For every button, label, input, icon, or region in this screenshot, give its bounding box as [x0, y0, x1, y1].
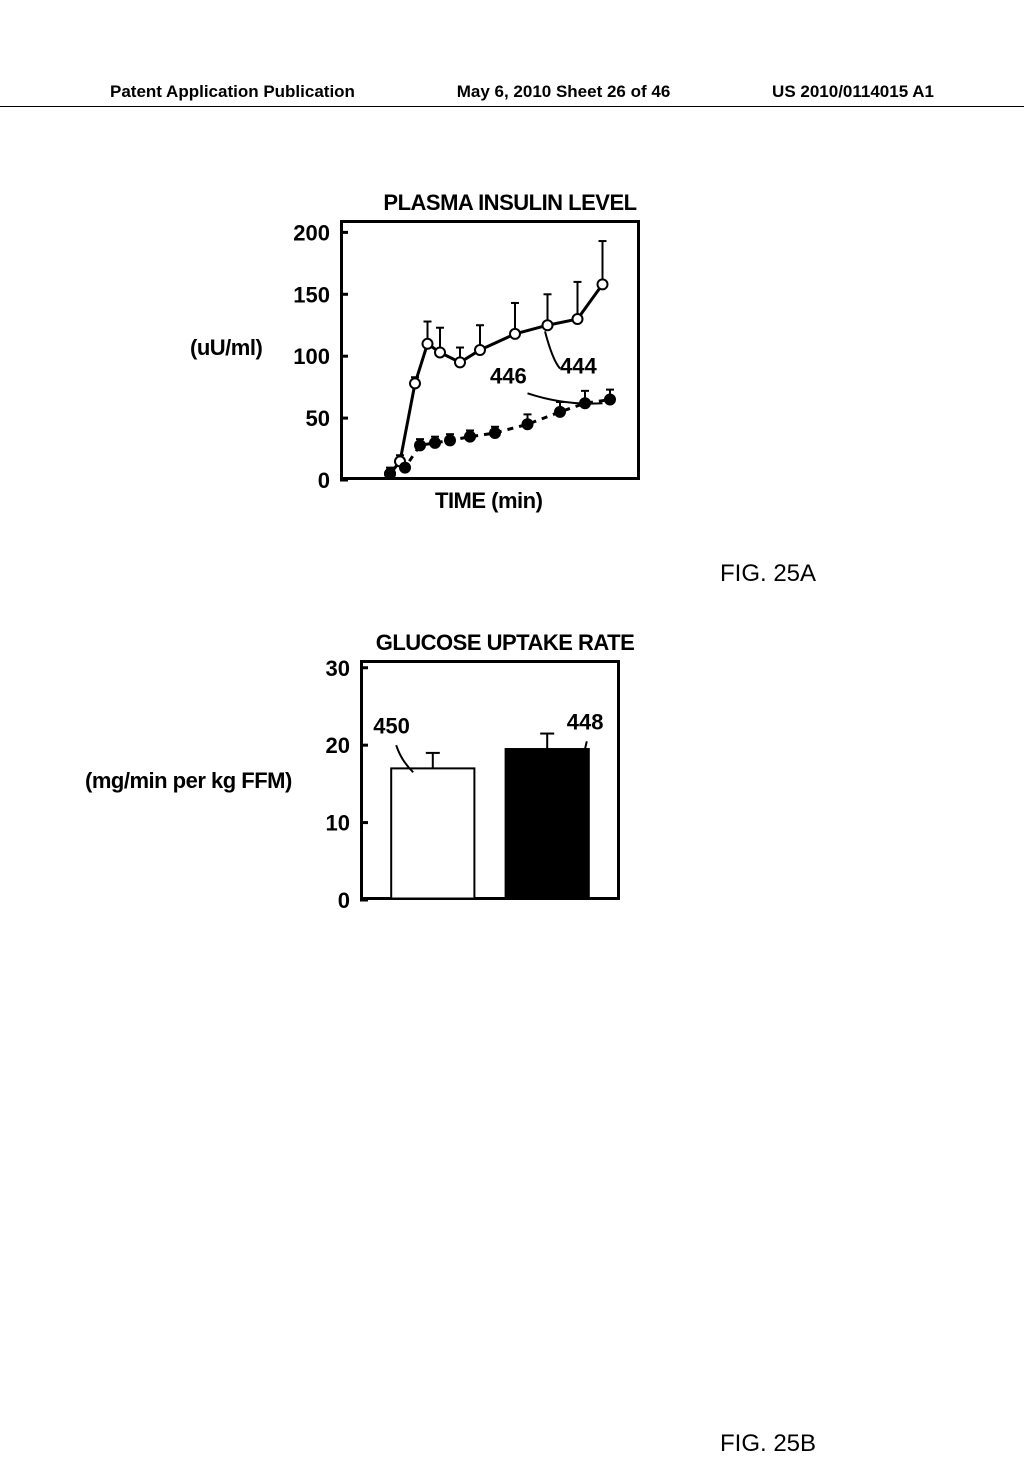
- figure-label-25b: FIG. 25B: [720, 1430, 816, 1458]
- page-header: Patent Application Publication May 6, 20…: [0, 82, 1024, 107]
- chart-25b-ylabel: (mg/min per kg FFM): [85, 768, 292, 794]
- chart-25a-title: PLASMA INSULIN LEVEL: [350, 190, 670, 216]
- chart-25a-ylabel: (uU/ml): [190, 335, 262, 361]
- svg-text:0: 0: [318, 468, 330, 493]
- chart-25b-area: GLUCOSE UPTAKE RATE (mg/min per kg FFM) …: [360, 660, 620, 900]
- figure-label-25a: FIG. 25A: [720, 560, 816, 588]
- header-right: US 2010/0114015 A1: [772, 82, 934, 102]
- svg-text:200: 200: [293, 220, 330, 245]
- svg-text:100: 100: [293, 344, 330, 369]
- chart-25a-xlabel: TIME (min): [435, 488, 542, 514]
- header-center: May 6, 2010 Sheet 26 of 46: [457, 82, 671, 102]
- svg-text:0: 0: [338, 888, 350, 913]
- svg-text:50: 50: [306, 406, 330, 431]
- chart-25b-title: GLUCOSE UPTAKE RATE: [360, 630, 650, 656]
- chart-25b-svg: 0102030450448: [360, 660, 620, 900]
- chart-25a-svg: 050100150200444446: [340, 220, 640, 480]
- svg-text:20: 20: [326, 733, 350, 758]
- svg-text:30: 30: [326, 656, 350, 681]
- svg-text:150: 150: [293, 282, 330, 307]
- svg-text:446: 446: [490, 363, 527, 388]
- svg-text:444: 444: [560, 354, 597, 379]
- header-left: Patent Application Publication: [110, 82, 355, 102]
- chart-25a-area: PLASMA INSULIN LEVEL (uU/ml) TIME (min) …: [340, 220, 640, 480]
- svg-text:450: 450: [373, 714, 410, 739]
- svg-text:448: 448: [567, 710, 604, 735]
- svg-text:10: 10: [326, 811, 350, 836]
